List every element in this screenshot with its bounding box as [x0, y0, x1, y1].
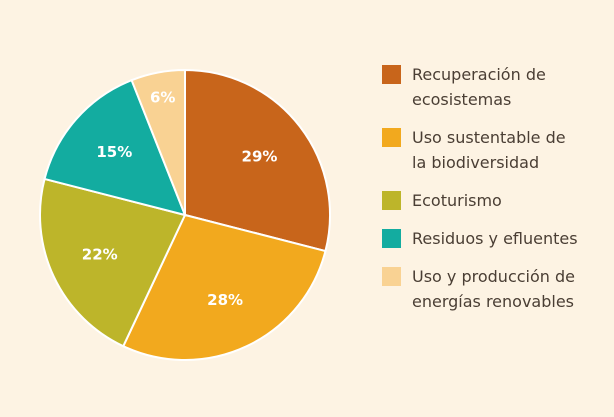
legend-label: Uso sustentable de la biodiversidad: [412, 128, 566, 172]
pie-slice: [43, 78, 187, 217]
slice-label: 28%: [207, 291, 243, 309]
legend-item: Uso sustentable de la biodiversidad: [382, 125, 602, 175]
legend-item: Uso y producción de energías renovables: [382, 264, 602, 314]
pie-area: 29% 28% 22% 15% 6%: [39, 68, 331, 361]
pie-slice: [184, 68, 331, 253]
slice-label: 6%: [150, 89, 175, 107]
pie-slice: [39, 177, 187, 348]
legend-swatch: [382, 229, 401, 248]
legend-item: Residuos y efluentes: [382, 226, 602, 251]
pie-slice: [121, 213, 327, 361]
legend-item: Recuperación de ecosistemas: [382, 62, 602, 112]
legend-label: Residuos y efluentes: [412, 229, 578, 248]
legend-item: Ecoturismo: [382, 188, 602, 213]
slice-label: 15%: [96, 143, 132, 161]
legend-label: Recuperación de ecosistemas: [412, 65, 546, 109]
legend-label: Ecoturismo: [412, 191, 502, 210]
slice-label: 22%: [82, 246, 118, 264]
legend-label: Uso y producción de energías renovables: [412, 267, 575, 311]
legend: Recuperación de ecosistemas Uso sustentab…: [382, 62, 602, 314]
legend-swatch: [382, 128, 401, 147]
legend-swatch: [382, 65, 401, 84]
slice-label: 29%: [242, 148, 278, 166]
legend-swatch: [382, 191, 401, 210]
legend-swatch: [382, 267, 401, 286]
pie-slice: [130, 68, 186, 216]
